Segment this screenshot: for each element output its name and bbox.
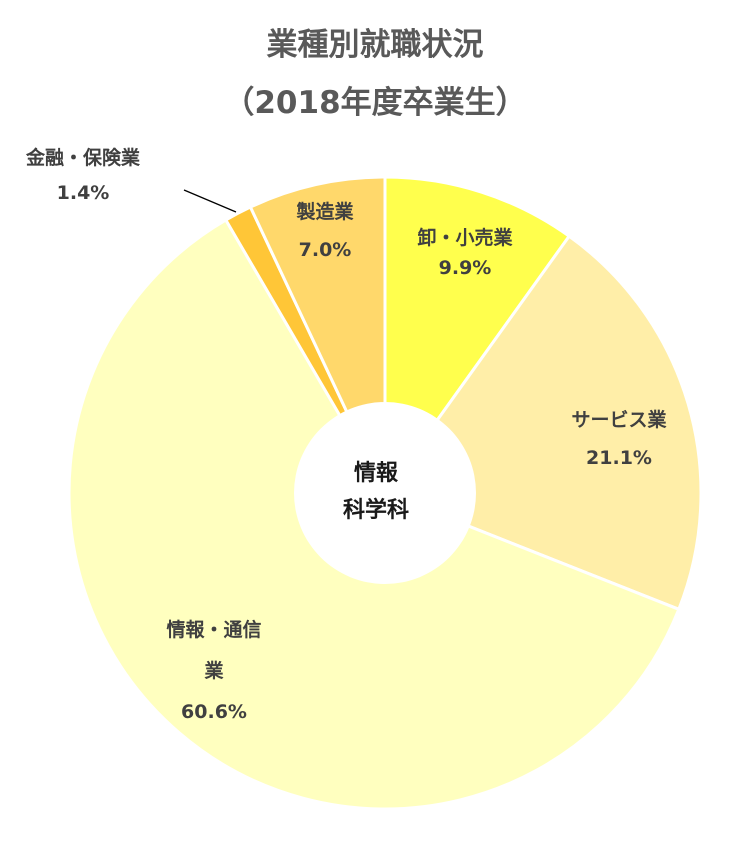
pie-slice [383,175,571,495]
slice-category-label: 製造業 [295,200,354,223]
center-label: 情報科学科 [343,460,409,523]
slice-value-label: 9.9% [439,257,492,279]
center-label-line: 科学科 [343,497,409,523]
chart-subtitle: （2018年度卒業生） [223,85,526,121]
slice-category-label: 情報・通信 [166,618,261,641]
chart-title: 業種別就職状況 [267,27,484,63]
donut-hole [294,402,476,584]
slice-category-label: 卸・小売業 [417,226,513,249]
slice-category-label: 業 [203,659,224,682]
slice-value-label: 21.1% [586,447,652,469]
slice-value-label: 1.4% [57,182,110,204]
slice-category-label: 金融・保険業 [25,146,141,169]
slice-labels: 卸・小売業 9.9% サービス業 21.1% 情報・通信業 60.6% 金融・保険業 1.4%… [25,146,668,723]
slice-value-label: 60.6% [181,701,247,723]
slice-category-label: サービス業 [571,408,667,431]
slice-value-label: 7.0% [299,239,352,261]
leader-line [183,189,237,213]
center-label-line: 情報 [354,460,399,486]
